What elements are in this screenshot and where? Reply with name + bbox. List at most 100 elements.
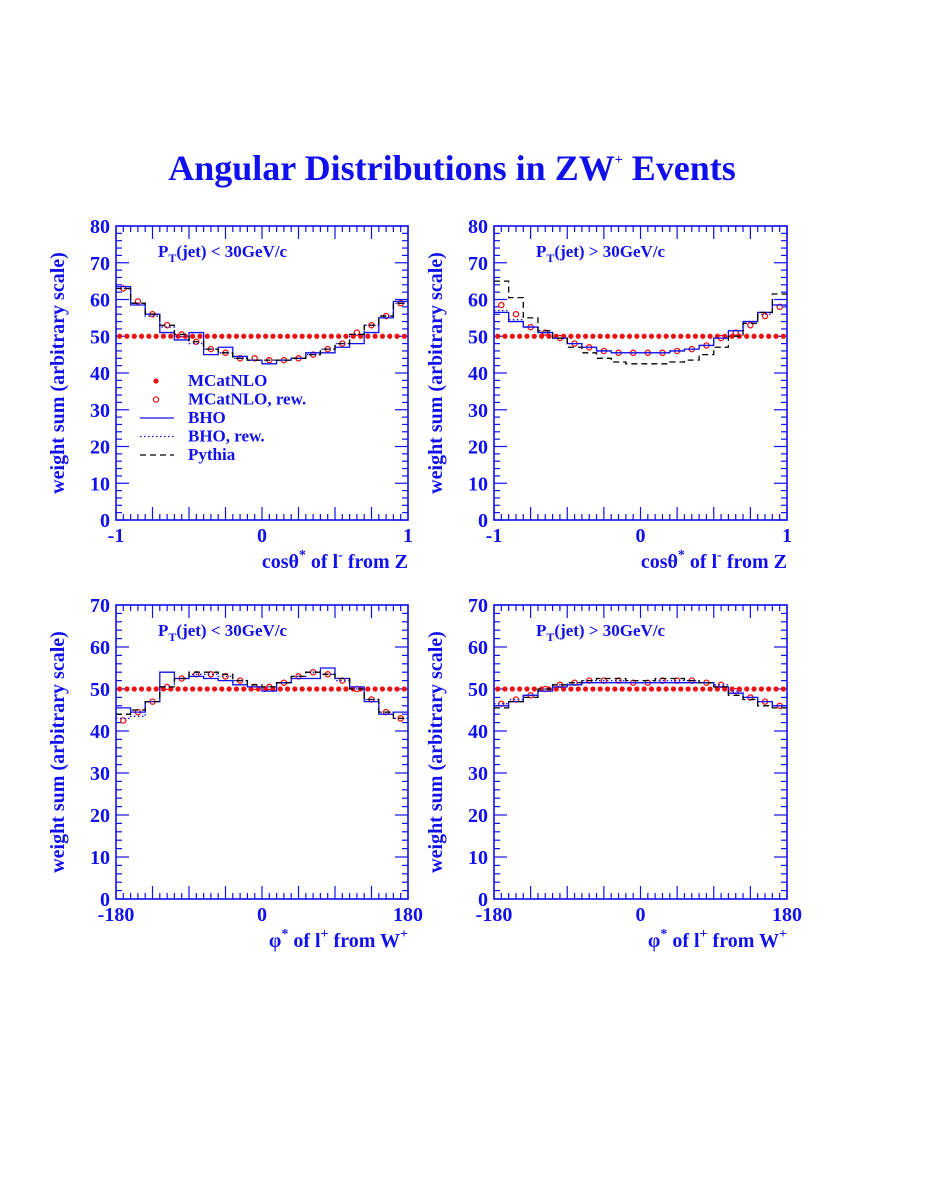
y-tick-label: 60	[468, 637, 488, 659]
data-point	[568, 333, 574, 339]
annotation-sub: T	[168, 251, 176, 265]
annotation-p: P	[158, 621, 168, 640]
data-point	[146, 686, 152, 692]
x-tick-label: 180	[772, 904, 802, 926]
series-mcatnlo-rew	[120, 285, 404, 364]
panel-annotation: PT(jet) > 30GeV/c	[536, 242, 666, 265]
y-tick-label: 0	[478, 510, 488, 532]
x-axis-label-part: of l	[667, 930, 700, 952]
data-point	[634, 686, 640, 692]
x-axis-label-part: from W	[329, 930, 400, 952]
data-point	[512, 310, 520, 318]
data-point	[153, 333, 159, 339]
x-axis-label-sup: *	[660, 927, 667, 942]
annotation-sub: T	[546, 251, 554, 265]
x-tick-label: 180	[393, 904, 423, 926]
x-axis-label-part: from W	[708, 930, 779, 952]
data-point	[131, 333, 137, 339]
data-point	[401, 686, 407, 692]
y-tick-label: 20	[468, 805, 488, 827]
data-point	[663, 333, 669, 339]
y-tick-label: 50	[90, 679, 110, 701]
y-tick-label: 40	[468, 721, 488, 743]
x-axis-label-sup: *	[678, 548, 685, 563]
x-axis-label-part: of l	[306, 551, 339, 573]
x-tick-label: 0	[636, 904, 646, 926]
legend-label: MCatNLO, rew.	[188, 390, 306, 409]
x-axis-label-part: from Z	[722, 551, 787, 573]
data-point	[270, 333, 276, 339]
data-point	[233, 686, 240, 692]
data-point	[277, 686, 283, 692]
data-point	[292, 686, 298, 692]
annotation-rest: (jet) > 30GeV/c	[554, 621, 665, 640]
series-pythia	[116, 287, 408, 361]
data-point	[663, 686, 669, 692]
y-tick-label: 60	[90, 290, 110, 312]
legend-label: Pythia	[188, 445, 236, 464]
x-tick-label: 1	[782, 525, 792, 547]
data-point	[590, 686, 596, 692]
data-point	[284, 333, 291, 339]
y-tick-label: 10	[90, 847, 110, 869]
histogram-line	[116, 671, 408, 720]
data-point	[531, 333, 537, 339]
data-point	[700, 686, 706, 692]
data-point	[634, 333, 640, 339]
data-point	[678, 333, 684, 339]
data-point	[117, 333, 123, 339]
x-axis-label-sup: *	[281, 927, 288, 942]
data-point	[248, 333, 254, 339]
data-point	[656, 686, 662, 692]
data-point	[387, 333, 393, 339]
y-tick-label: 50	[90, 326, 110, 348]
data-point	[619, 333, 625, 339]
y-tick-label: 70	[90, 595, 110, 617]
chart-title-main: Angular Distributions in ZW	[168, 148, 614, 188]
data-point	[160, 333, 167, 339]
data-point	[131, 686, 137, 692]
data-point	[379, 333, 386, 339]
series-bho-rew	[116, 287, 408, 361]
data-point	[190, 333, 196, 339]
data-point	[204, 333, 210, 339]
data-point	[773, 333, 779, 339]
data-point	[233, 333, 240, 339]
data-point	[641, 686, 647, 692]
data-point	[575, 333, 581, 339]
data-point	[729, 333, 735, 339]
annotation-p: P	[536, 621, 546, 640]
x-tick-label: -180	[476, 904, 513, 926]
data-point	[211, 333, 218, 339]
data-point	[692, 333, 699, 339]
x-axis-label-part: of l	[288, 930, 321, 952]
data-point	[626, 333, 633, 339]
histogram-line	[116, 667, 408, 715]
data-point	[604, 686, 611, 692]
data-point	[124, 686, 130, 692]
data-point	[751, 686, 757, 692]
x-axis-label: cosθ* of l- from Z	[262, 548, 408, 573]
data-point	[120, 717, 127, 724]
series-pythia	[494, 280, 787, 365]
data-point	[714, 686, 721, 692]
data-point	[379, 686, 386, 692]
series-bho	[116, 667, 408, 715]
plot-frame	[493, 225, 788, 521]
data-point	[568, 686, 574, 692]
histogram-line	[116, 285, 408, 365]
x-tick-label: 1	[403, 525, 413, 547]
y-tick-label: 70	[468, 253, 488, 275]
y-tick-label: 30	[468, 763, 488, 785]
data-point	[722, 686, 728, 692]
data-point	[314, 686, 320, 692]
data-point	[226, 686, 232, 692]
legend-item: MCatNLO, rew.	[152, 390, 306, 409]
data-point	[146, 333, 152, 339]
panel-annotation: PT(jet) < 30GeV/c	[158, 621, 288, 644]
data-point	[219, 686, 225, 692]
x-axis-label-sup: +	[400, 927, 408, 942]
